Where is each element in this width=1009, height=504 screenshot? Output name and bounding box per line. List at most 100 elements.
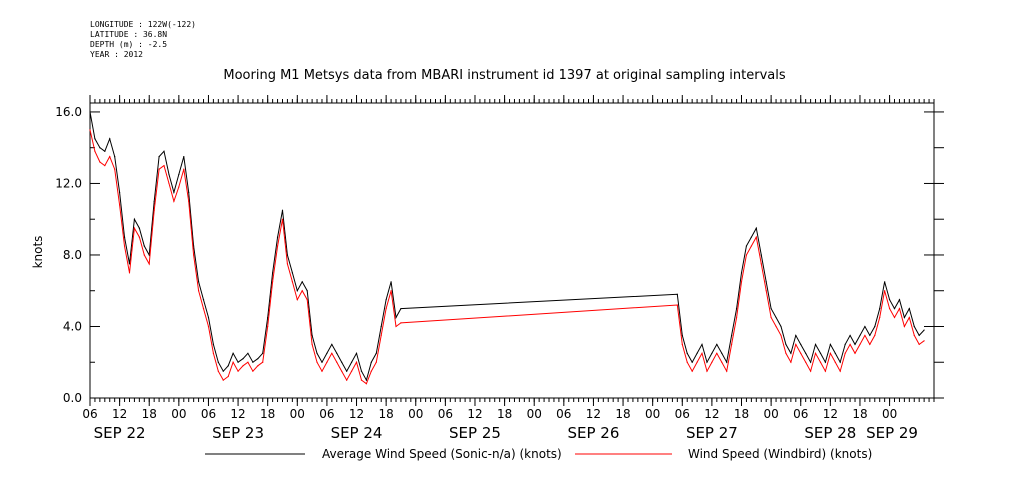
data-point: [834, 352, 836, 354]
series-line-average-wind-speed: [89, 111, 925, 382]
data-point: [859, 334, 861, 337]
data-point: [183, 156, 185, 158]
data-point: [716, 352, 718, 354]
data-point: [217, 370, 219, 372]
data-point: [721, 361, 723, 363]
data-point: [286, 263, 289, 265]
data-point: [133, 227, 136, 229]
data-point: [109, 138, 111, 140]
data-point: [726, 370, 728, 372]
data-point: [272, 272, 274, 274]
x-tick-label: 06: [201, 407, 216, 421]
data-point: [232, 361, 234, 363]
data-point: [760, 263, 762, 265]
data-point: [365, 379, 367, 381]
data-point: [879, 308, 881, 310]
data-point: [908, 316, 910, 319]
data-point: [854, 352, 856, 354]
data-point: [202, 308, 205, 310]
x-date-label: SEP 25: [449, 424, 501, 442]
data-point: [109, 156, 111, 158]
data-point: [740, 272, 743, 274]
data-point: [805, 361, 807, 363]
data-point: [893, 316, 896, 319]
data-point: [153, 200, 155, 202]
data-point: [918, 334, 920, 337]
y-tick-label: 8.0: [63, 248, 82, 262]
data-point: [874, 334, 876, 337]
data-point: [153, 209, 155, 211]
data-point: [385, 299, 387, 301]
axis-ticks: [89, 95, 944, 406]
data-point: [810, 361, 812, 363]
data-point: [888, 308, 891, 310]
data-point: [311, 343, 313, 345]
data-point: [89, 111, 91, 113]
data-point: [291, 272, 293, 274]
data-point: [691, 361, 693, 363]
data-point: [212, 343, 214, 345]
data-point: [242, 365, 244, 367]
data-point: [296, 299, 298, 301]
data-point: [740, 281, 743, 283]
data-point: [138, 227, 140, 229]
data-point: [790, 361, 792, 363]
data-point: [711, 361, 713, 363]
data-point: [301, 290, 303, 292]
x-tick-label: 18: [615, 407, 630, 421]
data-point: [346, 370, 348, 372]
x-tick-label: 12: [704, 407, 719, 421]
data-point: [819, 361, 822, 363]
data-point: [193, 245, 195, 247]
data-point: [874, 325, 876, 328]
data-point: [173, 191, 175, 193]
data-point: [217, 361, 219, 363]
data-point: [123, 245, 126, 247]
series-lines: [89, 111, 925, 385]
x-tick-label: 00: [171, 407, 186, 421]
data-point: [272, 281, 274, 283]
data-point: [716, 343, 718, 345]
x-tick-label: 06: [793, 407, 808, 421]
data-point: [183, 168, 185, 170]
data-point: [898, 308, 901, 310]
x-tick-label: 12: [467, 407, 482, 421]
data-point: [864, 334, 866, 337]
x-tick-label: 12: [112, 407, 127, 421]
x-date-label: SEP 27: [686, 424, 738, 442]
data-point: [163, 164, 165, 167]
data-point: [770, 316, 772, 319]
data-point: [775, 316, 777, 319]
data-point: [814, 352, 817, 354]
x-tick-label: 18: [142, 407, 157, 421]
data-point: [903, 325, 905, 328]
x-tick-label: 00: [408, 407, 423, 421]
data-point: [163, 150, 165, 152]
plot-frame: [89, 102, 935, 399]
data-point: [306, 299, 308, 301]
data-point: [316, 361, 318, 363]
data-point: [222, 379, 224, 381]
data-point: [336, 361, 338, 363]
data-point: [879, 316, 881, 319]
data-point: [350, 361, 353, 363]
data-point: [321, 370, 323, 372]
data-point: [301, 281, 303, 283]
data-point: [267, 316, 269, 319]
data-point: [94, 138, 96, 140]
data-point: [400, 308, 402, 310]
data-point: [735, 308, 738, 310]
data-point: [202, 299, 205, 301]
data-point: [262, 361, 264, 363]
data-point: [923, 329, 925, 331]
data-point: [691, 370, 693, 372]
series-group: [89, 129, 925, 385]
y-tick-label: 4.0: [63, 319, 82, 333]
data-point: [281, 218, 284, 220]
data-point: [750, 245, 752, 247]
data-point: [133, 218, 136, 220]
x-tick-label: 18: [378, 407, 393, 421]
data-point: [726, 361, 728, 363]
data-point: [765, 281, 767, 283]
data-point: [114, 156, 116, 158]
